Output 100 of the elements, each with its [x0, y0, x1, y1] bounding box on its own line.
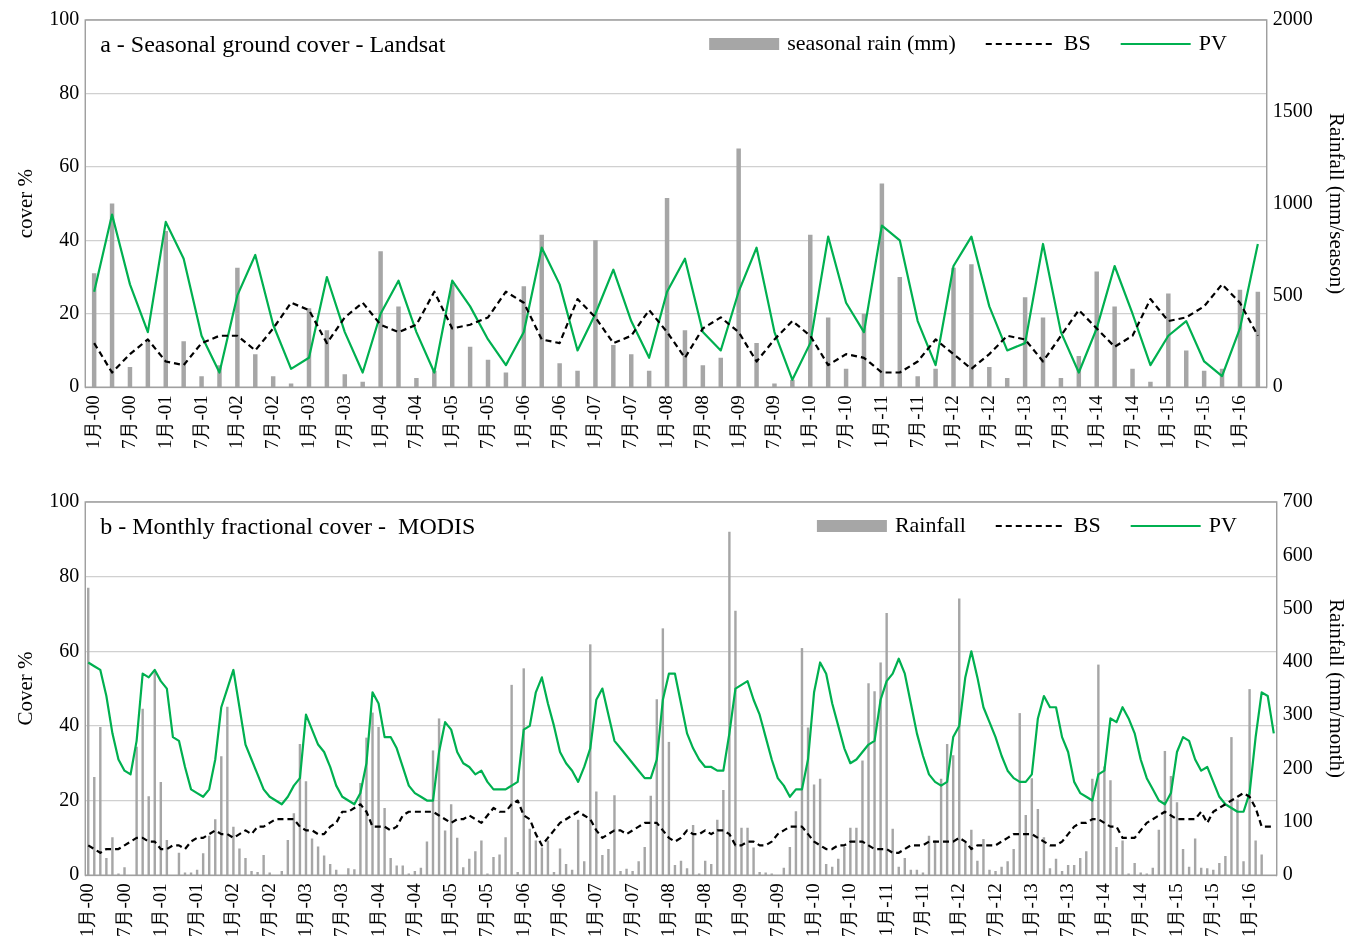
x-tick-label: 7月-05 [476, 395, 497, 449]
x-tick-label: 7月-11 [910, 883, 932, 937]
x-tick-label: 1月-07 [584, 883, 606, 937]
y2-axis-title: Rainfall (mm/season) [1324, 112, 1349, 295]
x-tick-label: 1月-05 [439, 883, 461, 937]
x-tick-label: 1月-04 [368, 394, 390, 449]
y2-tick-label: 300 [1282, 702, 1313, 725]
x-tick-label: 1月-01 [153, 395, 175, 449]
x-tick-label: 1月-10 [798, 395, 820, 449]
y-tick-label: 40 [59, 713, 80, 736]
y2-axis-title: Rainfall (mm/month) [1324, 599, 1349, 779]
x-tick-label: 7月-13 [1048, 395, 1070, 449]
x-tick-label: 1月-09 [729, 883, 751, 937]
x-tick-label: 1月-02 [221, 883, 243, 937]
y-tick-label: 80 [59, 563, 80, 586]
x-tick-label: 7月-08 [690, 395, 712, 449]
y-tick-label: 100 [49, 489, 80, 512]
x-tick-label: 7月-10 [838, 883, 860, 937]
x-tick-label: 7月-07 [620, 883, 642, 937]
y2-tick-label: 600 [1282, 542, 1313, 565]
x-tick-label: 1月-13 [1013, 395, 1035, 449]
x-tick-label: 1月-04 [366, 882, 388, 937]
y-axis-title: Cover % [13, 651, 38, 726]
y2-tick-label: 500 [1282, 595, 1313, 618]
x-tick-label: 7月-14 [1128, 882, 1150, 937]
x-tick-label: 1月-10 [802, 883, 824, 937]
x-tick-label: 7月-00 [117, 395, 139, 449]
y2-tick-label: 1500 [1272, 99, 1313, 122]
x-tick-label: 1月-02 [225, 395, 247, 449]
legend-label: BS [1073, 511, 1101, 537]
y-tick-label: 20 [59, 300, 80, 323]
line-series [93, 283, 1259, 374]
x-tick-label: 7月-08 [693, 883, 715, 937]
x-tick-label: 7月-07 [619, 395, 641, 449]
x-tick-label: 1月-13 [1019, 883, 1041, 937]
x-tick-label: 1月-12 [941, 395, 963, 449]
x-tick-label: 7月-13 [1056, 883, 1078, 937]
x-tick-label: 7月-03 [332, 395, 354, 449]
x-tick-label: 7月-01 [189, 395, 211, 449]
y-axis-title: cover % [13, 168, 38, 239]
y2-tick-label: 200 [1282, 755, 1313, 778]
x-tick-label: 7月-02 [261, 395, 283, 449]
x-tick-label: 1月-06 [511, 883, 533, 937]
x-tick-label: 1月-03 [296, 395, 318, 449]
x-tick-label: 7月-01 [185, 883, 207, 937]
x-tick-label: 1月-11 [869, 395, 891, 449]
x-tick-label: 1月-00 [76, 883, 98, 937]
text: b - Monthly fractional cover - MODIS [100, 513, 476, 540]
x-tick-label: 7月-05 [475, 883, 497, 937]
x-tick-label: 7月-10 [834, 395, 856, 449]
x-tick-label: 1月-11 [874, 883, 896, 937]
y2-tick-label: 400 [1282, 649, 1313, 672]
x-tick-label: 7月-04 [402, 882, 424, 937]
x-tick-label: 1月-06 [511, 395, 533, 449]
y-tick-label: 60 [59, 154, 80, 177]
x-tick-label: 1月-08 [655, 395, 677, 449]
x-tick-label: 7月-03 [330, 883, 352, 937]
y-tick-label: 60 [59, 638, 80, 661]
y2-tick-label: 1000 [1272, 190, 1313, 213]
text: a - Seasonal ground cover - Landsat [100, 31, 446, 58]
x-tick-label: 1月-14 [1084, 394, 1106, 449]
x-tick-label: 1月-01 [148, 883, 170, 937]
y-tick-label: 40 [59, 227, 80, 250]
x-tick-label: 7月-12 [983, 883, 1005, 937]
x-tick-label: 7月-04 [404, 394, 426, 449]
x-tick-label: 7月-09 [762, 395, 784, 449]
y2-tick-label: 0 [1282, 862, 1293, 885]
legend-label: PV [1198, 29, 1227, 55]
y2-tick-label: 0 [1272, 374, 1283, 397]
y-tick-label: 100 [49, 7, 80, 30]
x-tick-label: 7月-12 [977, 395, 999, 449]
x-tick-label: 7月-11 [905, 395, 927, 449]
y-tick-label: 80 [59, 80, 80, 103]
x-tick-label: 1月-15 [1164, 883, 1186, 937]
x-tick-label: 1月-09 [726, 395, 748, 449]
legend-label: PV [1208, 511, 1237, 537]
y2-tick-label: 500 [1272, 282, 1303, 305]
legend-label: BS [1063, 29, 1091, 55]
x-tick-label: 7月-15 [1192, 395, 1214, 449]
x-tick-label: 1月-08 [656, 883, 678, 937]
x-tick-label: 1月-03 [293, 883, 315, 937]
legend-label: Rainfall [894, 511, 966, 537]
legend-label: seasonal rain (mm) [787, 29, 956, 55]
x-tick-label: 1月-15 [1156, 395, 1178, 449]
x-tick-label: 7月-06 [547, 395, 569, 449]
x-tick-label: 1月-07 [583, 395, 605, 449]
y2-tick-label: 2000 [1272, 7, 1313, 30]
x-tick-label: 1月-16 [1227, 395, 1249, 449]
x-tick-label: 1月-05 [440, 395, 462, 449]
y-tick-label: 20 [59, 787, 80, 810]
x-tick-label: 1月-00 [82, 395, 104, 449]
x-tick-label: 7月-06 [548, 883, 570, 937]
y-tick-label: 0 [69, 374, 80, 397]
x-tick-label: 7月-00 [112, 883, 134, 937]
x-tick-label: 7月-02 [257, 883, 279, 937]
x-tick-label: 7月-15 [1201, 883, 1223, 937]
x-tick-label: 1月-16 [1237, 883, 1259, 937]
x-tick-label: 1月-12 [947, 883, 969, 937]
y-tick-label: 0 [69, 862, 80, 885]
x-tick-label: 7月-09 [765, 883, 787, 937]
